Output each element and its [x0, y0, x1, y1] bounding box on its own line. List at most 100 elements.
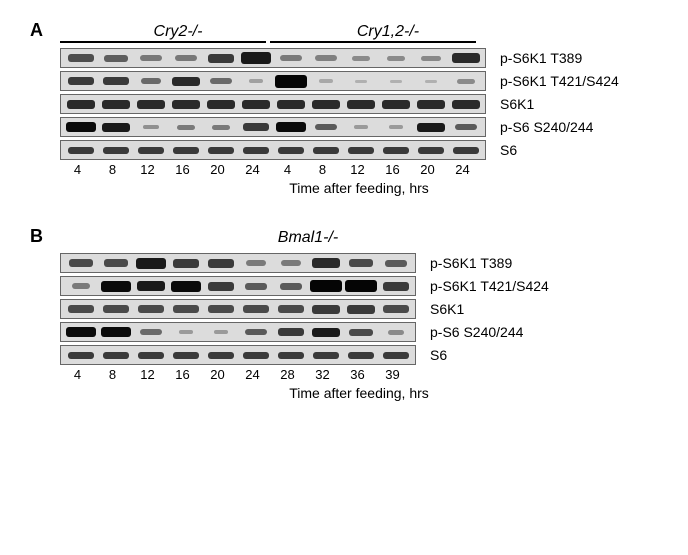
- blot-lane: [308, 302, 343, 316]
- blot-track: [60, 140, 486, 160]
- blot-track: [60, 322, 416, 342]
- blot-band: [68, 305, 94, 313]
- timepoint-label: 28: [270, 367, 305, 382]
- blot-band: [383, 147, 409, 154]
- blot-lane: [203, 302, 238, 316]
- blot-lane: [63, 143, 98, 157]
- timepoint-label: 12: [130, 162, 165, 177]
- blot-band: [313, 352, 339, 359]
- blot-lane: [63, 51, 98, 65]
- blot-track: [60, 94, 486, 114]
- blot-band: [345, 280, 377, 292]
- blot-lane: [343, 51, 378, 65]
- blot-lane: [343, 74, 378, 88]
- blot-row: p-S6 S240/244: [60, 322, 658, 342]
- blot-lane: [308, 325, 343, 339]
- blot-band: [281, 260, 301, 266]
- blot-lane: [133, 348, 168, 362]
- blot-lane: [133, 120, 168, 134]
- blot-lane: [203, 51, 238, 65]
- blot-row-label: p-S6 S240/244: [430, 324, 523, 340]
- blot-band: [385, 260, 407, 267]
- blot-band: [280, 55, 302, 61]
- blot-band: [138, 147, 164, 154]
- blot-lane: [203, 143, 238, 157]
- blot-band: [101, 327, 131, 337]
- blot-lane: [98, 120, 133, 134]
- panel-a-letter: A: [30, 20, 43, 41]
- blot-lane: [273, 51, 308, 65]
- timepoint-label: 24: [235, 162, 270, 177]
- blot-band: [175, 55, 197, 61]
- blot-band: [138, 305, 164, 313]
- blot-band: [425, 80, 437, 83]
- blot-lane: [343, 302, 378, 316]
- blot-band: [207, 100, 235, 109]
- blot-band: [452, 100, 480, 109]
- blot-lane: [133, 302, 168, 316]
- blot-lane: [98, 302, 133, 316]
- blot-lane: [203, 120, 238, 134]
- blot-band: [136, 258, 166, 269]
- blot-lane: [63, 256, 98, 270]
- blot-row-label: S6: [430, 347, 447, 363]
- blot-lane: [238, 74, 273, 88]
- blot-lane: [63, 325, 98, 339]
- blot-band: [418, 147, 444, 154]
- blot-track: [60, 48, 486, 68]
- blot-lane: [133, 74, 168, 88]
- blot-band: [319, 79, 333, 83]
- blot-band: [347, 305, 375, 314]
- genotype-header: Cry1,2-/-: [283, 23, 493, 41]
- blot-band: [69, 259, 93, 267]
- blot-lane: [203, 348, 238, 362]
- blot-track: [60, 117, 486, 137]
- timepoint-label: 24: [235, 367, 270, 382]
- blot-lane: [63, 279, 98, 293]
- blot-lane: [98, 143, 133, 157]
- panel-b: B Bmal1-/- p-S6K1 T389p-S6K1 T421/S424S6…: [30, 226, 658, 401]
- panel-b-blots: p-S6K1 T389p-S6K1 T421/S424S6K1p-S6 S240…: [60, 253, 658, 365]
- blot-band: [66, 327, 96, 337]
- blot-band: [382, 100, 410, 109]
- blot-band: [208, 147, 234, 154]
- blot-lane: [168, 348, 203, 362]
- panel-b-letter: B: [30, 226, 43, 247]
- blot-band: [452, 53, 480, 63]
- blot-band: [208, 54, 234, 63]
- blot-lane: [63, 120, 98, 134]
- blot-band: [103, 77, 129, 85]
- blot-lane: [203, 279, 238, 293]
- blot-band: [455, 124, 477, 130]
- blot-lane: [168, 279, 203, 293]
- blot-band: [208, 305, 234, 313]
- panel-b-timepoints: 481216202428323639: [60, 367, 658, 382]
- blot-lane: [238, 51, 273, 65]
- blot-band: [312, 305, 340, 314]
- timepoint-label: 8: [305, 162, 340, 177]
- blot-band: [243, 305, 269, 313]
- blot-lane: [203, 97, 238, 111]
- timepoint-label: 4: [60, 162, 95, 177]
- blot-band: [102, 123, 130, 132]
- blot-lane: [308, 279, 343, 293]
- timepoint-label: 20: [200, 367, 235, 382]
- blot-band: [354, 125, 368, 129]
- blot-lane: [308, 348, 343, 362]
- blot-band: [421, 56, 441, 61]
- blot-lane: [378, 143, 413, 157]
- blot-lane: [98, 74, 133, 88]
- blot-lane: [238, 279, 273, 293]
- blot-band: [212, 125, 230, 130]
- blot-lane: [378, 325, 413, 339]
- blot-band: [278, 305, 304, 313]
- blot-lane: [238, 325, 273, 339]
- genotype-bar: [270, 41, 476, 44]
- blot-band: [242, 100, 270, 109]
- blot-band: [66, 122, 96, 132]
- blot-band: [173, 147, 199, 154]
- blot-lane: [203, 256, 238, 270]
- blot-lane: [413, 97, 448, 111]
- blot-lane: [448, 120, 483, 134]
- blot-band: [417, 100, 445, 109]
